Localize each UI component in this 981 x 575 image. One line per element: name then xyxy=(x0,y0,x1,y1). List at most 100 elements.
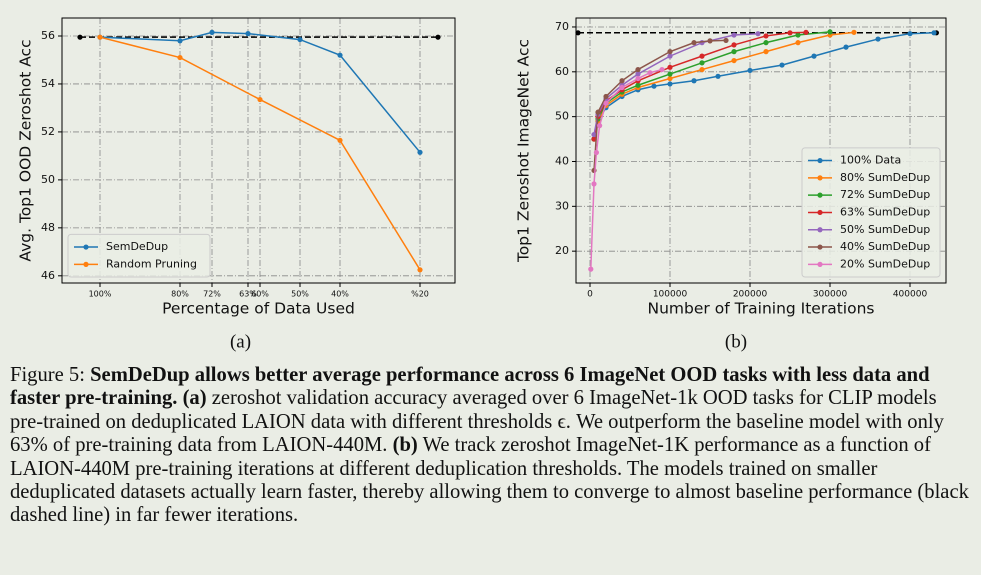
legend-marker xyxy=(817,175,823,181)
x-tick-label: 100000 xyxy=(653,290,688,300)
legend-label: Random Pruning xyxy=(106,257,197,270)
point xyxy=(245,30,251,37)
point xyxy=(659,66,665,73)
point xyxy=(803,29,809,35)
point xyxy=(731,57,737,64)
legend-label: 40% SumDeDup xyxy=(840,240,930,253)
legend-marker xyxy=(817,209,823,216)
x-tick-label: 400000 xyxy=(893,290,928,300)
x-tick-label: 60% xyxy=(251,290,269,299)
point xyxy=(755,31,761,37)
legend-label: 20% SumDeDup xyxy=(840,257,930,270)
y-tick-label: 50 xyxy=(555,110,569,123)
point xyxy=(177,54,183,61)
x-tick-label: 80% xyxy=(171,290,189,299)
caption-title: SemDeDup allows better average performan… xyxy=(10,364,930,410)
legend-box xyxy=(67,233,211,278)
point xyxy=(297,36,303,43)
legend-label: 50% SumDeDup xyxy=(840,223,930,236)
y-tick-label: 40 xyxy=(555,154,569,167)
y-tick-label: 48 xyxy=(41,221,55,234)
legend-marker xyxy=(83,244,89,250)
series-line xyxy=(590,68,663,270)
point xyxy=(591,181,597,187)
y-axis-label: Avg. Top1 OOD Zeroshot Acc xyxy=(17,39,35,261)
point xyxy=(763,33,769,39)
point xyxy=(635,66,641,73)
point xyxy=(795,32,801,38)
point xyxy=(827,29,833,35)
panel-label: (a) xyxy=(230,331,251,352)
point xyxy=(591,136,597,142)
point xyxy=(591,131,597,138)
y-tick-label: 52 xyxy=(41,125,55,138)
x-tick-label: 0 xyxy=(587,290,593,300)
point xyxy=(257,96,263,103)
point xyxy=(635,71,641,77)
point xyxy=(667,64,673,70)
point xyxy=(907,31,913,37)
point xyxy=(715,73,721,79)
legend-marker xyxy=(817,261,823,267)
point xyxy=(667,49,673,55)
point xyxy=(691,78,697,84)
caption: Figure 5: SemDeDup allows better average… xyxy=(10,364,972,528)
x-tick-label: 50% xyxy=(291,290,309,299)
plot-frame xyxy=(61,17,456,284)
x-axis-label: Number of Training Iterations xyxy=(648,300,875,318)
point xyxy=(747,67,753,74)
x-axis-label: Percentage of Data Used xyxy=(162,300,355,318)
point xyxy=(787,30,793,36)
point xyxy=(619,84,625,91)
caption-text: We track zeroshot ImageNet-1K performanc… xyxy=(10,434,969,527)
legend-label: SemDeDup xyxy=(106,240,168,253)
caption-text: zeroshot validation accuracy averaged ov… xyxy=(10,387,944,457)
x-tick-label: %20 xyxy=(411,290,429,299)
x-tick-label: 63% xyxy=(239,290,257,299)
plot-frame xyxy=(575,17,947,284)
point xyxy=(417,267,423,273)
legend-marker xyxy=(817,157,823,164)
x-tick-label: 200000 xyxy=(733,290,768,300)
point xyxy=(843,44,849,50)
legend-label: 100% Data xyxy=(840,154,901,167)
x-tick-label: 100% xyxy=(89,290,112,299)
point xyxy=(593,149,600,156)
point xyxy=(651,83,657,89)
point xyxy=(763,49,769,55)
legend-marker xyxy=(817,227,823,233)
point xyxy=(763,40,769,46)
series-line xyxy=(593,32,935,140)
baseline-end xyxy=(435,34,441,40)
point xyxy=(691,40,697,46)
point xyxy=(811,53,817,59)
point xyxy=(707,38,713,44)
legend-label: 72% SumDeDup xyxy=(840,188,930,201)
point xyxy=(588,266,594,272)
y-tick-label: 30 xyxy=(555,199,569,212)
figure: 100% 80% 72% 63%60% 50% 40% %20 46 48 50 52 54 56 Sem… xyxy=(17,17,947,352)
point xyxy=(647,70,653,76)
point xyxy=(699,53,705,59)
x-tick-label: 72% xyxy=(203,290,221,299)
point xyxy=(731,32,737,38)
caption-label: Figure 5: xyxy=(10,364,85,386)
point xyxy=(619,78,625,84)
legend-marker xyxy=(817,244,823,250)
point xyxy=(177,38,183,44)
legend-label: 80% SumDeDup xyxy=(840,171,930,184)
y-tick-label: 56 xyxy=(41,29,55,42)
point xyxy=(635,82,641,88)
point xyxy=(595,109,601,115)
legend-marker xyxy=(817,192,823,198)
point xyxy=(731,49,737,55)
x-tick-label: 40% xyxy=(331,290,349,299)
y-axis-label: Top1 Zeroshot ImageNet Acc xyxy=(515,39,533,263)
point xyxy=(337,52,343,58)
y-tick-label: 50 xyxy=(41,173,55,186)
point xyxy=(699,60,705,66)
point xyxy=(337,137,343,143)
point xyxy=(851,29,857,35)
panel-label: (b) xyxy=(725,331,747,352)
